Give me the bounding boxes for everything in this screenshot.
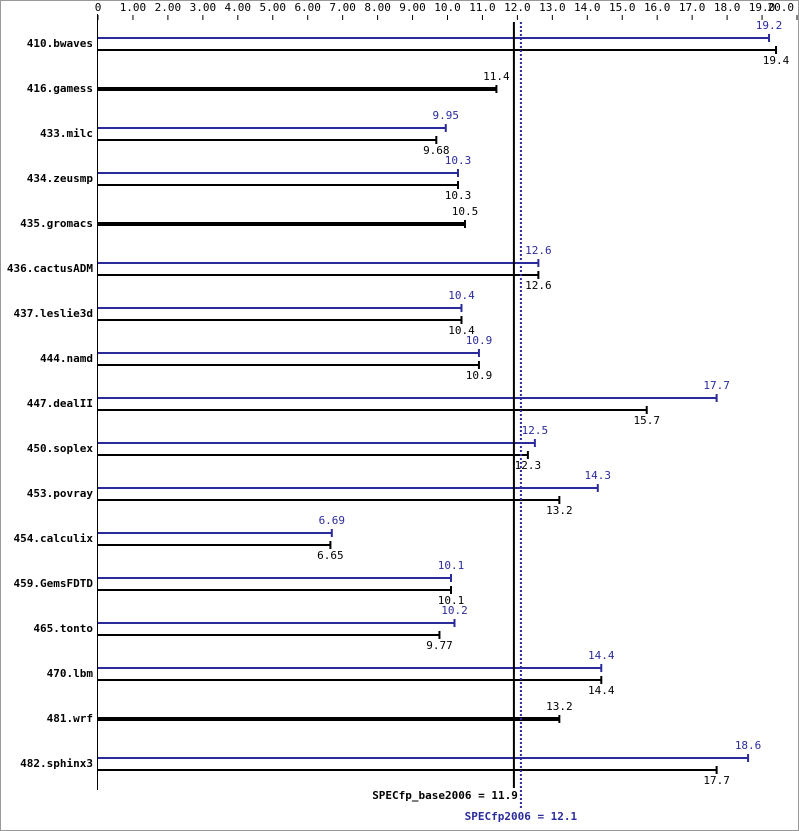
benchmark-name: 447.dealII [27,397,93,410]
benchmark-name: 436.cactusADM [7,262,93,275]
value-label: 11.4 [483,70,510,83]
x-tick-label: 18.0 [714,1,741,14]
benchmark-name: 459.GemsFDTD [14,577,94,590]
value-label: 17.7 [703,379,730,392]
value-label: 9.68 [423,144,450,157]
value-label: 12.3 [515,459,542,472]
x-tick-label: 15.0 [609,1,636,14]
x-tick-label: 17.0 [679,1,706,14]
x-tick-label: 11.0 [469,1,496,14]
x-tick-label: 16.0 [644,1,671,14]
value-label: 10.9 [466,334,493,347]
benchmark-name: 450.soplex [27,442,94,455]
x-tick-label: 0 [95,1,102,14]
benchmark-name: 410.bwaves [27,37,93,50]
x-tick-label: 14.0 [574,1,601,14]
x-tick-label: 3.00 [190,1,217,14]
benchmark-name: 437.leslie3d [14,307,93,320]
value-label: 14.4 [588,684,615,697]
benchmark-name: 435.gromacs [20,217,93,230]
benchmark-name: 416.gamess [27,82,93,95]
value-label: 10.3 [445,189,472,202]
x-tick-label: 10.0 [434,1,461,14]
x-tick-label: 12.0 [504,1,531,14]
value-label: 12.5 [522,424,549,437]
benchmark-name: 482.sphinx3 [20,757,93,770]
x-tick-label: 9.00 [399,1,426,14]
value-label: 10.1 [438,559,465,572]
x-tick-label: 2.00 [155,1,182,14]
x-tick-label: 5.00 [260,1,287,14]
value-label: 13.2 [546,504,573,517]
x-tick-label: 20.0 [768,1,795,14]
value-label: 15.7 [633,414,660,427]
x-tick-label: 4.00 [225,1,252,14]
value-label: 10.4 [448,289,475,302]
benchmark-name: 481.wrf [47,712,93,725]
value-label: 17.7 [703,774,730,787]
value-label: 12.6 [525,279,552,292]
benchmark-name: 470.lbm [47,667,94,680]
value-label: 18.6 [735,739,762,752]
value-label: 13.2 [546,700,573,713]
value-label: 6.69 [319,514,346,527]
value-label: 14.3 [585,469,612,482]
value-label: 12.6 [525,244,552,257]
benchmark-name: 454.calculix [14,532,94,545]
value-label: 14.4 [588,649,615,662]
benchmark-name: 434.zeusmp [27,172,94,185]
value-label: 19.2 [756,19,783,32]
value-label: 19.4 [763,54,790,67]
reference-label: SPECfp2006 = 12.1 [465,810,578,823]
value-label: 10.4 [448,324,475,337]
x-tick-label: 7.00 [329,1,356,14]
value-label: 10.2 [441,604,468,617]
x-tick-label: 6.00 [294,1,321,14]
value-label: 10.1 [438,594,465,607]
benchmark-name: 465.tonto [33,622,93,635]
value-label: 10.9 [466,369,493,382]
x-tick-label: 19.0 [749,1,776,14]
value-label: 10.3 [445,154,472,167]
reference-label: SPECfp_base2006 = 11.9 [372,789,518,802]
value-label: 10.5 [452,205,479,218]
benchmark-name: 444.namd [40,352,93,365]
x-tick-label: 1.00 [120,1,147,14]
value-label: 9.95 [433,109,460,122]
value-label: 6.65 [317,549,344,562]
value-label: 9.77 [426,639,453,652]
benchmark-name: 433.milc [40,127,93,140]
x-tick-label: 8.00 [364,1,391,14]
x-tick-label: 13.0 [539,1,566,14]
benchmark-name: 453.povray [27,487,94,500]
